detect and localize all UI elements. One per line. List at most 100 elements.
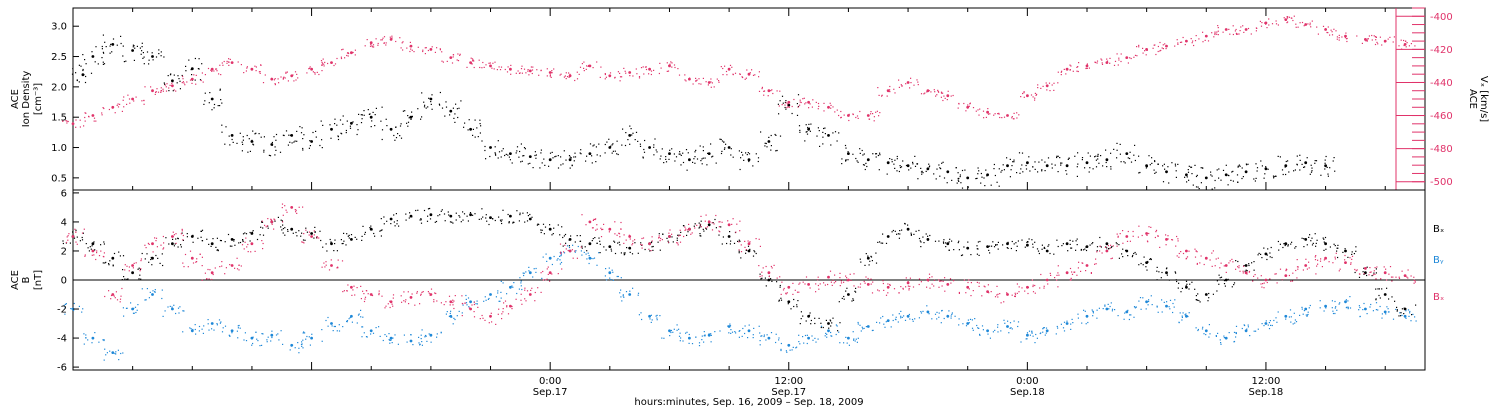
by-point bbox=[162, 304, 185, 317]
by-point bbox=[1057, 317, 1079, 332]
bz-point bbox=[1039, 272, 1059, 289]
bz-point bbox=[1238, 265, 1256, 282]
vx-point bbox=[659, 61, 679, 72]
by-point bbox=[445, 310, 463, 325]
ion_density-point bbox=[738, 150, 760, 171]
bz-point bbox=[679, 223, 701, 238]
vx-point bbox=[563, 71, 580, 82]
bx-point bbox=[1056, 238, 1078, 252]
ion_density-point bbox=[957, 167, 980, 189]
bx-point bbox=[121, 267, 142, 281]
by-point bbox=[778, 339, 801, 353]
by-point bbox=[403, 334, 423, 346]
vx-point bbox=[521, 66, 540, 76]
date-tick-label: Sep.18 bbox=[1249, 387, 1284, 398]
bx-point bbox=[838, 287, 857, 303]
by-point bbox=[619, 287, 640, 302]
vx-point bbox=[122, 94, 145, 105]
by-point bbox=[103, 348, 124, 361]
vx-point bbox=[340, 48, 356, 59]
top-panel-data-points bbox=[62, 15, 1416, 190]
bz-point bbox=[1195, 250, 1216, 267]
bz-point bbox=[780, 281, 801, 295]
vx-point bbox=[1255, 18, 1278, 29]
by-point bbox=[462, 294, 478, 309]
ion_density-point bbox=[679, 149, 699, 171]
ion_density-point bbox=[82, 45, 106, 65]
ion_density-point bbox=[899, 155, 919, 171]
vx-point bbox=[1295, 20, 1318, 28]
by-point bbox=[1358, 302, 1378, 318]
vx-point bbox=[877, 85, 900, 97]
ion_density-point bbox=[560, 150, 577, 169]
bz-point bbox=[124, 258, 142, 272]
vx-point bbox=[698, 77, 720, 88]
bz-point bbox=[461, 301, 479, 318]
bz-point bbox=[839, 273, 855, 287]
by-point bbox=[300, 331, 323, 346]
bx-point bbox=[718, 231, 741, 245]
bx-point bbox=[1235, 260, 1255, 274]
bx-point bbox=[599, 240, 622, 255]
bx-point bbox=[918, 233, 940, 248]
top-panel-frame bbox=[72, 7, 1426, 191]
vx-point bbox=[466, 57, 483, 69]
ion-density-tick-label: 1.5 bbox=[51, 113, 67, 124]
vx-point bbox=[1317, 25, 1337, 36]
bx-point bbox=[1257, 246, 1273, 261]
bx-point bbox=[443, 211, 461, 224]
time-tick-label: 0:00 bbox=[539, 376, 561, 387]
by-point bbox=[282, 341, 304, 354]
vx-point bbox=[978, 108, 1000, 119]
by-point bbox=[679, 331, 701, 347]
ion_density-point bbox=[342, 113, 363, 136]
bz-point bbox=[144, 237, 165, 253]
bz-point bbox=[1215, 257, 1239, 273]
vx-point bbox=[84, 112, 103, 122]
date-tick-label: Sep.17 bbox=[771, 387, 806, 398]
bz-point bbox=[1257, 273, 1278, 289]
date-tick-label: Sep.18 bbox=[1010, 387, 1045, 398]
magnetic-field-axis-ticks: -6 -4 -2 0 2 4 6 bbox=[57, 188, 79, 374]
bz-point bbox=[1116, 230, 1139, 244]
by-point bbox=[1036, 325, 1058, 339]
ion_density-point bbox=[441, 100, 462, 123]
time-tick-label: 0:00 bbox=[1016, 376, 1038, 387]
bx-point bbox=[1017, 238, 1039, 250]
ion_density-point bbox=[1116, 142, 1136, 164]
by-point bbox=[1257, 317, 1277, 330]
ion-density-tick-label: 0.5 bbox=[51, 173, 67, 184]
ion_density-point bbox=[123, 42, 145, 63]
bz-point bbox=[798, 276, 820, 293]
by-point bbox=[978, 324, 999, 339]
by-point bbox=[1399, 309, 1417, 322]
by-point bbox=[346, 309, 364, 324]
vx-point bbox=[1398, 39, 1416, 50]
bx-point bbox=[1156, 267, 1177, 281]
velocity-ylabel-line2: Vₓ [km/s] bbox=[1478, 76, 1489, 122]
by-point bbox=[1375, 305, 1397, 320]
time-axis: 0:00Sep.1712:00Sep.170:00Sep.1812:00Sep.… bbox=[72, 8, 1386, 398]
vx-point bbox=[838, 110, 861, 122]
by-point bbox=[1117, 306, 1137, 321]
ion_density-point bbox=[520, 147, 542, 169]
ion_density-point bbox=[381, 118, 403, 141]
ion-density-ylabel-line3: [cm⁻³] bbox=[33, 83, 44, 115]
bz-point bbox=[1296, 258, 1318, 275]
ion_density-point bbox=[841, 144, 861, 165]
vx-point bbox=[898, 77, 919, 89]
bx-point bbox=[242, 226, 265, 242]
legend-by: Bᵧ bbox=[1433, 255, 1444, 266]
ion_density-point bbox=[221, 124, 244, 146]
vx-point bbox=[441, 53, 461, 64]
by-point bbox=[382, 333, 399, 345]
by-point bbox=[1000, 319, 1020, 334]
bx-point bbox=[1176, 280, 1196, 293]
magnetic-field-ylabel-line2: B bbox=[21, 276, 32, 283]
vx-point bbox=[799, 97, 817, 109]
by-point bbox=[1276, 309, 1298, 325]
bz-point bbox=[420, 288, 438, 303]
ion_density-point bbox=[579, 143, 600, 164]
bz-point bbox=[1157, 234, 1179, 248]
bx-point bbox=[281, 227, 303, 237]
